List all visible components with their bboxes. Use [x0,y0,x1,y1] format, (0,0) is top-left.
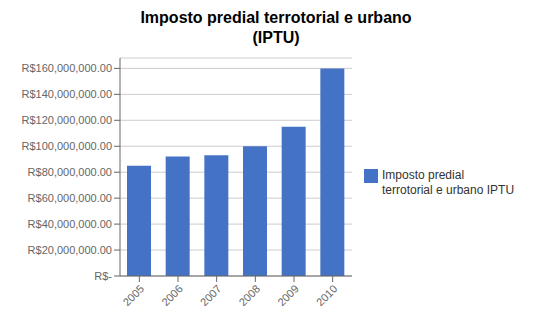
svg-text:R$140,000,000.00: R$140,000,000.00 [21,88,112,100]
svg-text:R$20,000,000.00: R$20,000,000.00 [28,244,112,256]
html-text:(IPTU): (IPTU) [252,29,300,46]
svg-text:R$80,000,000.00: R$80,000,000.00 [28,166,112,178]
svg-text:R$160,000,000.00: R$160,000,000.00 [21,62,112,74]
html-text:Imposto predial terrotorial e: Imposto predial terrotorial e urbano [140,9,412,26]
svg-text:R$120,000,000.00: R$120,000,000.00 [21,114,112,126]
html-text:Imposto predial terrotorial e: Imposto predial terrotorial e urbano IPT… [382,168,515,197]
svg-text:R$40,000,000.00: R$40,000,000.00 [28,218,112,230]
svg-text:2007: 2007 [198,282,224,308]
svg-text:2010: 2010 [314,282,340,308]
svg-text:2008: 2008 [236,282,262,308]
svg-text:R$60,000,000.00: R$60,000,000.00 [28,192,112,204]
svg-text:R$-: R$- [94,270,112,282]
svg-text:2005: 2005 [120,282,146,308]
svg-text:2006: 2006 [159,282,185,308]
svg-text:2009: 2009 [275,282,301,308]
svg-text:R$100,000,000.00: R$100,000,000.00 [21,140,112,152]
